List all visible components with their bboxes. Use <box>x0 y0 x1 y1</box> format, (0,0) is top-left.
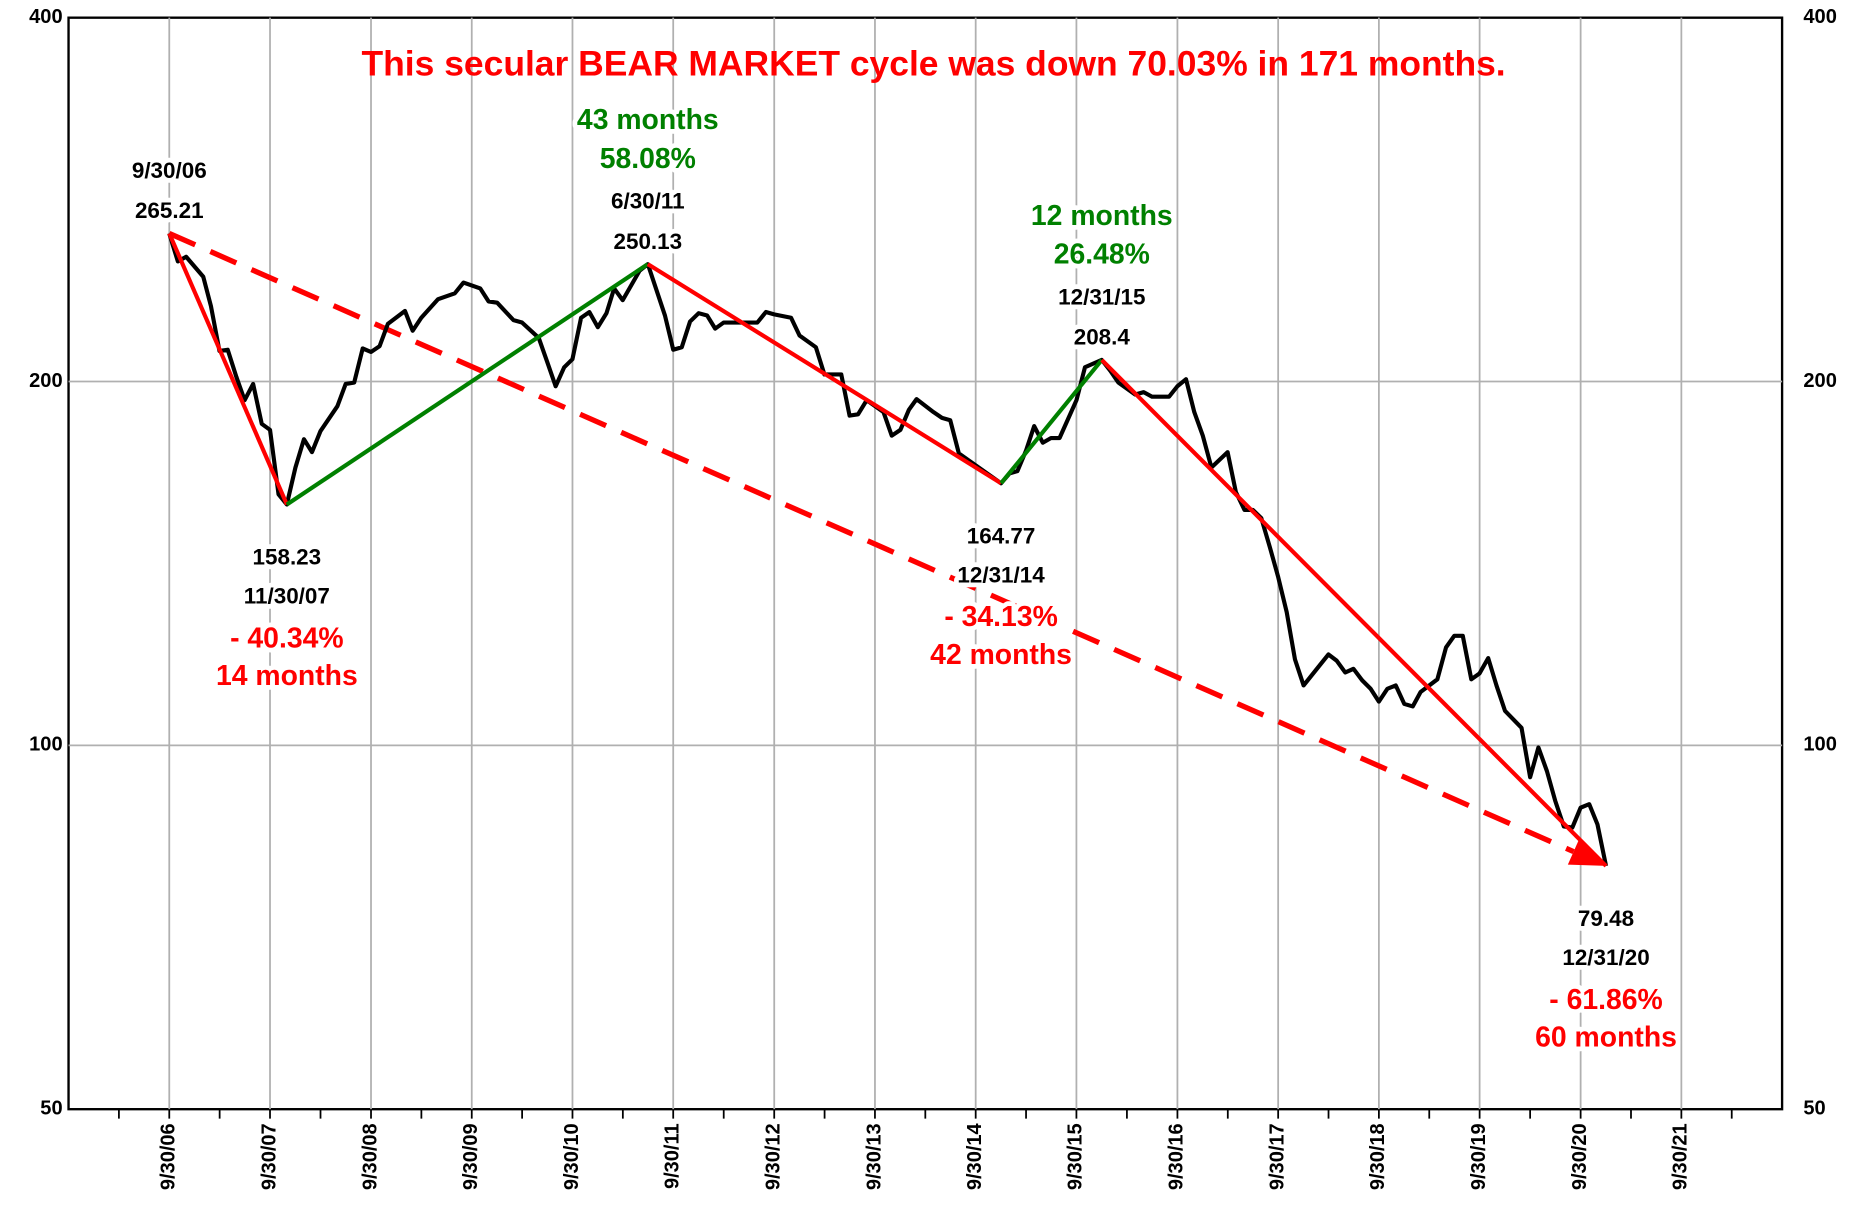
x-tick-label: 9/30/17 <box>1266 1123 1288 1190</box>
x-tick-label: 9/30/08 <box>359 1123 381 1190</box>
swing-change-label: 58.08% <box>600 143 696 175</box>
swing-change-label: - 34.13% <box>944 601 1057 633</box>
y-tick-label: 400 <box>1803 6 1836 28</box>
pivot-value-label: 158.23 <box>253 545 322 570</box>
pivot-date-label: 6/30/11 <box>611 189 685 214</box>
y-tick-label: 100 <box>1803 734 1836 756</box>
pivot-value-label: 164.77 <box>967 523 1036 548</box>
swing-months-label: 14 months <box>216 660 358 692</box>
swing-months-label: 42 months <box>930 639 1072 671</box>
swing-months-label: 60 months <box>1535 1022 1677 1054</box>
swing-line <box>167 232 289 506</box>
swing-line <box>646 262 1003 485</box>
pivot-value-label: 208.4 <box>1074 325 1131 350</box>
y-tick-label: 100 <box>29 734 62 756</box>
y-tick-label: 50 <box>1803 1098 1825 1120</box>
swing-months-label: 43 months <box>577 104 719 136</box>
swing-line <box>999 358 1104 485</box>
x-tick-label: 9/30/13 <box>863 1123 885 1190</box>
plot: 50 50 100 100 200 200 400 400 9/30/06 9/30/07 9/30… <box>29 6 1837 1190</box>
x-tick-label: 9/30/20 <box>1569 1123 1591 1190</box>
pivot-date-label: 12/31/14 <box>957 562 1045 587</box>
y-tick-label: 200 <box>1803 370 1836 392</box>
pivot-value-label: 265.21 <box>135 198 204 223</box>
y-tick-label: 50 <box>40 1098 62 1120</box>
x-tick-label: 9/30/07 <box>258 1123 280 1190</box>
chart-title: This secular BEAR MARKET cycle was down … <box>362 43 1506 83</box>
x-tick-label: 9/30/06 <box>158 1123 180 1190</box>
x-tick-label: 9/30/19 <box>1468 1123 1490 1190</box>
x-tick-label: 9/30/21 <box>1670 1123 1692 1190</box>
y-tick-label: 200 <box>29 370 62 392</box>
pivot-date-label: 11/30/07 <box>244 584 330 609</box>
swing-change-label: - 40.34% <box>230 623 343 655</box>
x-tick-label: 9/30/18 <box>1367 1123 1389 1190</box>
pivot-date-label: 12/31/15 <box>1058 285 1145 310</box>
y-tick-label: 400 <box>29 6 62 28</box>
x-tick-label: 9/30/12 <box>763 1123 785 1190</box>
series-line <box>167 232 1609 867</box>
x-tick-label: 9/30/16 <box>1166 1123 1188 1190</box>
x-tick-label: 9/30/09 <box>460 1123 482 1190</box>
swing-change-label: 26.48% <box>1054 239 1150 271</box>
pivot-date-label: 9/30/06 <box>132 158 207 183</box>
pivot-date-label: 12/31/20 <box>1562 945 1649 970</box>
pivot-value-label: 250.13 <box>614 229 683 254</box>
x-tick-label: 9/30/14 <box>964 1122 986 1190</box>
swing-change-label: - 61.86% <box>1549 984 1662 1016</box>
swing-line <box>285 262 649 507</box>
x-tick-label: 9/30/11 <box>661 1123 683 1189</box>
swing-line <box>1100 358 1608 868</box>
x-tick-label: 9/30/10 <box>561 1123 583 1190</box>
x-tick-label: 9/30/15 <box>1065 1123 1087 1190</box>
pivot-value-label: 79.48 <box>1578 906 1634 931</box>
swing-months-label: 12 months <box>1031 200 1173 232</box>
trend-dashed <box>168 230 1575 855</box>
